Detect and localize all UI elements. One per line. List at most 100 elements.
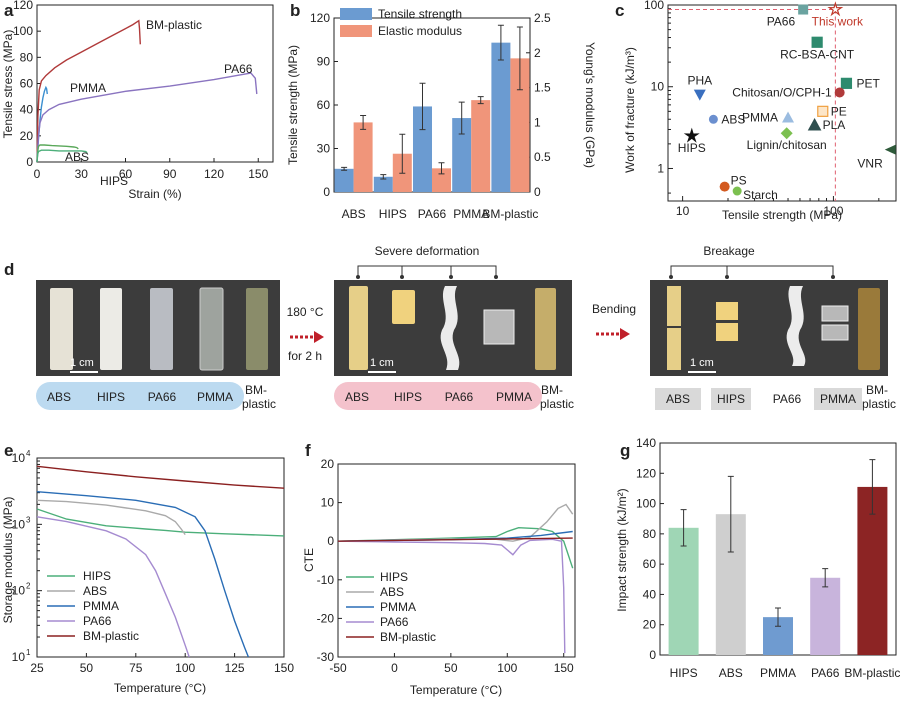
b-errorbar [438, 162, 445, 175]
chip3-hips-bg [711, 388, 751, 410]
c-point-label: Lignin/chitosan [747, 138, 827, 152]
scale-label-3: 1 cm [690, 357, 714, 369]
c-ytick-label: 100 [644, 0, 664, 12]
b-legend-modulus: Elastic modulus [378, 24, 462, 38]
a-series-hips [36, 149, 88, 163]
b-bar-modulus [432, 168, 451, 192]
f-xtick-label: 150 [554, 661, 574, 675]
panel-f-frame [337, 463, 576, 658]
e-xtick-label: 75 [129, 661, 143, 675]
chip1-bm-2: plastic [242, 397, 276, 411]
e-series-abs [36, 499, 186, 536]
g-ytick-label: 80 [643, 527, 657, 541]
chip3-hips: HIPS [717, 392, 745, 406]
e-series-bm-plastic [36, 465, 285, 489]
b-errorbar [360, 114, 367, 130]
a-series-abs [36, 144, 79, 163]
c-point-label: PLA [823, 118, 846, 132]
chip3-pmma-bg [814, 388, 862, 410]
e-legend-label: PA66 [83, 614, 112, 628]
chip2-bm-2: plastic [540, 397, 574, 411]
sample-pmma [199, 287, 224, 371]
c-marker-chitosan-o-cph-1 [834, 87, 845, 98]
panel-e-frame [36, 457, 285, 658]
g-errorbar [869, 459, 876, 515]
arrow1-label-1: 180 °C [287, 305, 324, 319]
f-legend-label: ABS [380, 585, 404, 599]
e-series-pmma [36, 491, 250, 658]
heated-abs [349, 286, 368, 370]
a-annotation-pa66: PA66 [224, 62, 253, 76]
g-ytick-label: 60 [643, 557, 657, 571]
g-category-label: BM-plastic [844, 666, 900, 680]
b-category-label: HIPS [379, 207, 407, 221]
c-marker-hips [683, 127, 700, 143]
b-bar-modulus [510, 58, 530, 193]
g-category-label: HIPS [670, 666, 698, 680]
e-xtick-label: 125 [225, 661, 245, 675]
f-ytick-label: 20 [321, 457, 335, 471]
c-marker-pla [807, 117, 822, 131]
b-y2label: Young's modulus (GPa) [583, 42, 597, 168]
f-xtick-label: 0 [391, 661, 398, 675]
chip3-bm-2: plastic [862, 397, 896, 411]
a-ytick-label: 120 [13, 0, 33, 12]
scale-label-1: 1 cm [70, 357, 94, 369]
g-category-label: ABS [719, 666, 743, 680]
bracket-dot [449, 275, 453, 279]
b-bar-modulus [353, 122, 373, 192]
panel-f: f -50 0 50 100 150 -30 -20 -10 0 10 20 HIPSABSPMMA… [302, 441, 576, 697]
c-point-label: PA66 [767, 15, 796, 29]
g-ytick-label: 40 [643, 587, 657, 601]
b-errorbar [458, 101, 465, 135]
c-point-label: VNR [857, 157, 883, 171]
title-breakage: Breakage [703, 244, 755, 258]
g-category-label: PMMA [760, 666, 796, 680]
a-xtick-label: 150 [248, 167, 268, 181]
b-bar-tensile [413, 106, 432, 192]
a-series-bm-plastic [36, 19, 141, 163]
bracket-dot [400, 275, 404, 279]
b-category-label: ABS [342, 207, 366, 221]
panel-a: a 0 20 40 60 80 100 120 0 30 60 90 120 150 Tensile s… [1, 0, 274, 201]
b-legend-swatch-tensile [340, 8, 372, 20]
bent-pa66 [786, 286, 806, 366]
e-xtick-label: 50 [80, 661, 94, 675]
f-ytick-label: -30 [317, 650, 335, 664]
c-marker-lignin-chitosan [780, 127, 793, 140]
c-point-label: RC-BSA-CNT [780, 47, 855, 61]
panel-g: g 0 20 40 60 80 100 120 140 HIPS ABS PMMA PA66 BM-p… [615, 436, 900, 680]
g-bar-pa66 [810, 577, 841, 655]
panel-label-a: a [4, 1, 14, 20]
arrow1-label-2: for 2 h [288, 349, 322, 363]
panel-label-f: f [305, 441, 311, 460]
sample-abs [50, 288, 73, 370]
a-ylabel: Tensile stress (MPa) [1, 30, 15, 139]
panel-c: c 10 100 1 10 100 PA66 This work RC-BSA-CNT PHA… [615, 0, 897, 222]
f-legend-label: HIPS [380, 570, 408, 584]
bent-abs-top [667, 286, 681, 326]
chip3-abs: ABS [666, 392, 690, 406]
chip2-pa66: PA66 [445, 390, 474, 404]
b-ylabel: Tensile strength (MPa) [286, 45, 300, 165]
sample-hips [100, 288, 122, 370]
b-ytick-label: 90 [317, 55, 331, 69]
c-marker-pet [840, 77, 853, 89]
b-y2tick-label: 1 [534, 115, 541, 129]
f-series-pa66 [337, 538, 566, 654]
e-legend-label: HIPS [83, 569, 111, 583]
c-xtick-label: 10 [676, 204, 690, 218]
a-ytick-label: 0 [26, 155, 33, 169]
a-xtick-label: 60 [119, 167, 133, 181]
c-ylabel: Work of fracture (kJ/m³) [623, 47, 637, 173]
bent-pmma-top [821, 305, 849, 322]
a-ytick-label: 80 [20, 50, 34, 64]
a-xtick-label: 120 [204, 167, 224, 181]
a-xtick-label: 30 [75, 167, 89, 181]
chip1-hips: HIPS [97, 390, 125, 404]
c-point-label: PET [856, 76, 880, 90]
b-bar-tensile [491, 42, 511, 193]
chip2-hips: HIPS [394, 390, 422, 404]
g-ytick-label: 120 [636, 466, 656, 480]
a-ytick-label: 20 [20, 129, 34, 143]
